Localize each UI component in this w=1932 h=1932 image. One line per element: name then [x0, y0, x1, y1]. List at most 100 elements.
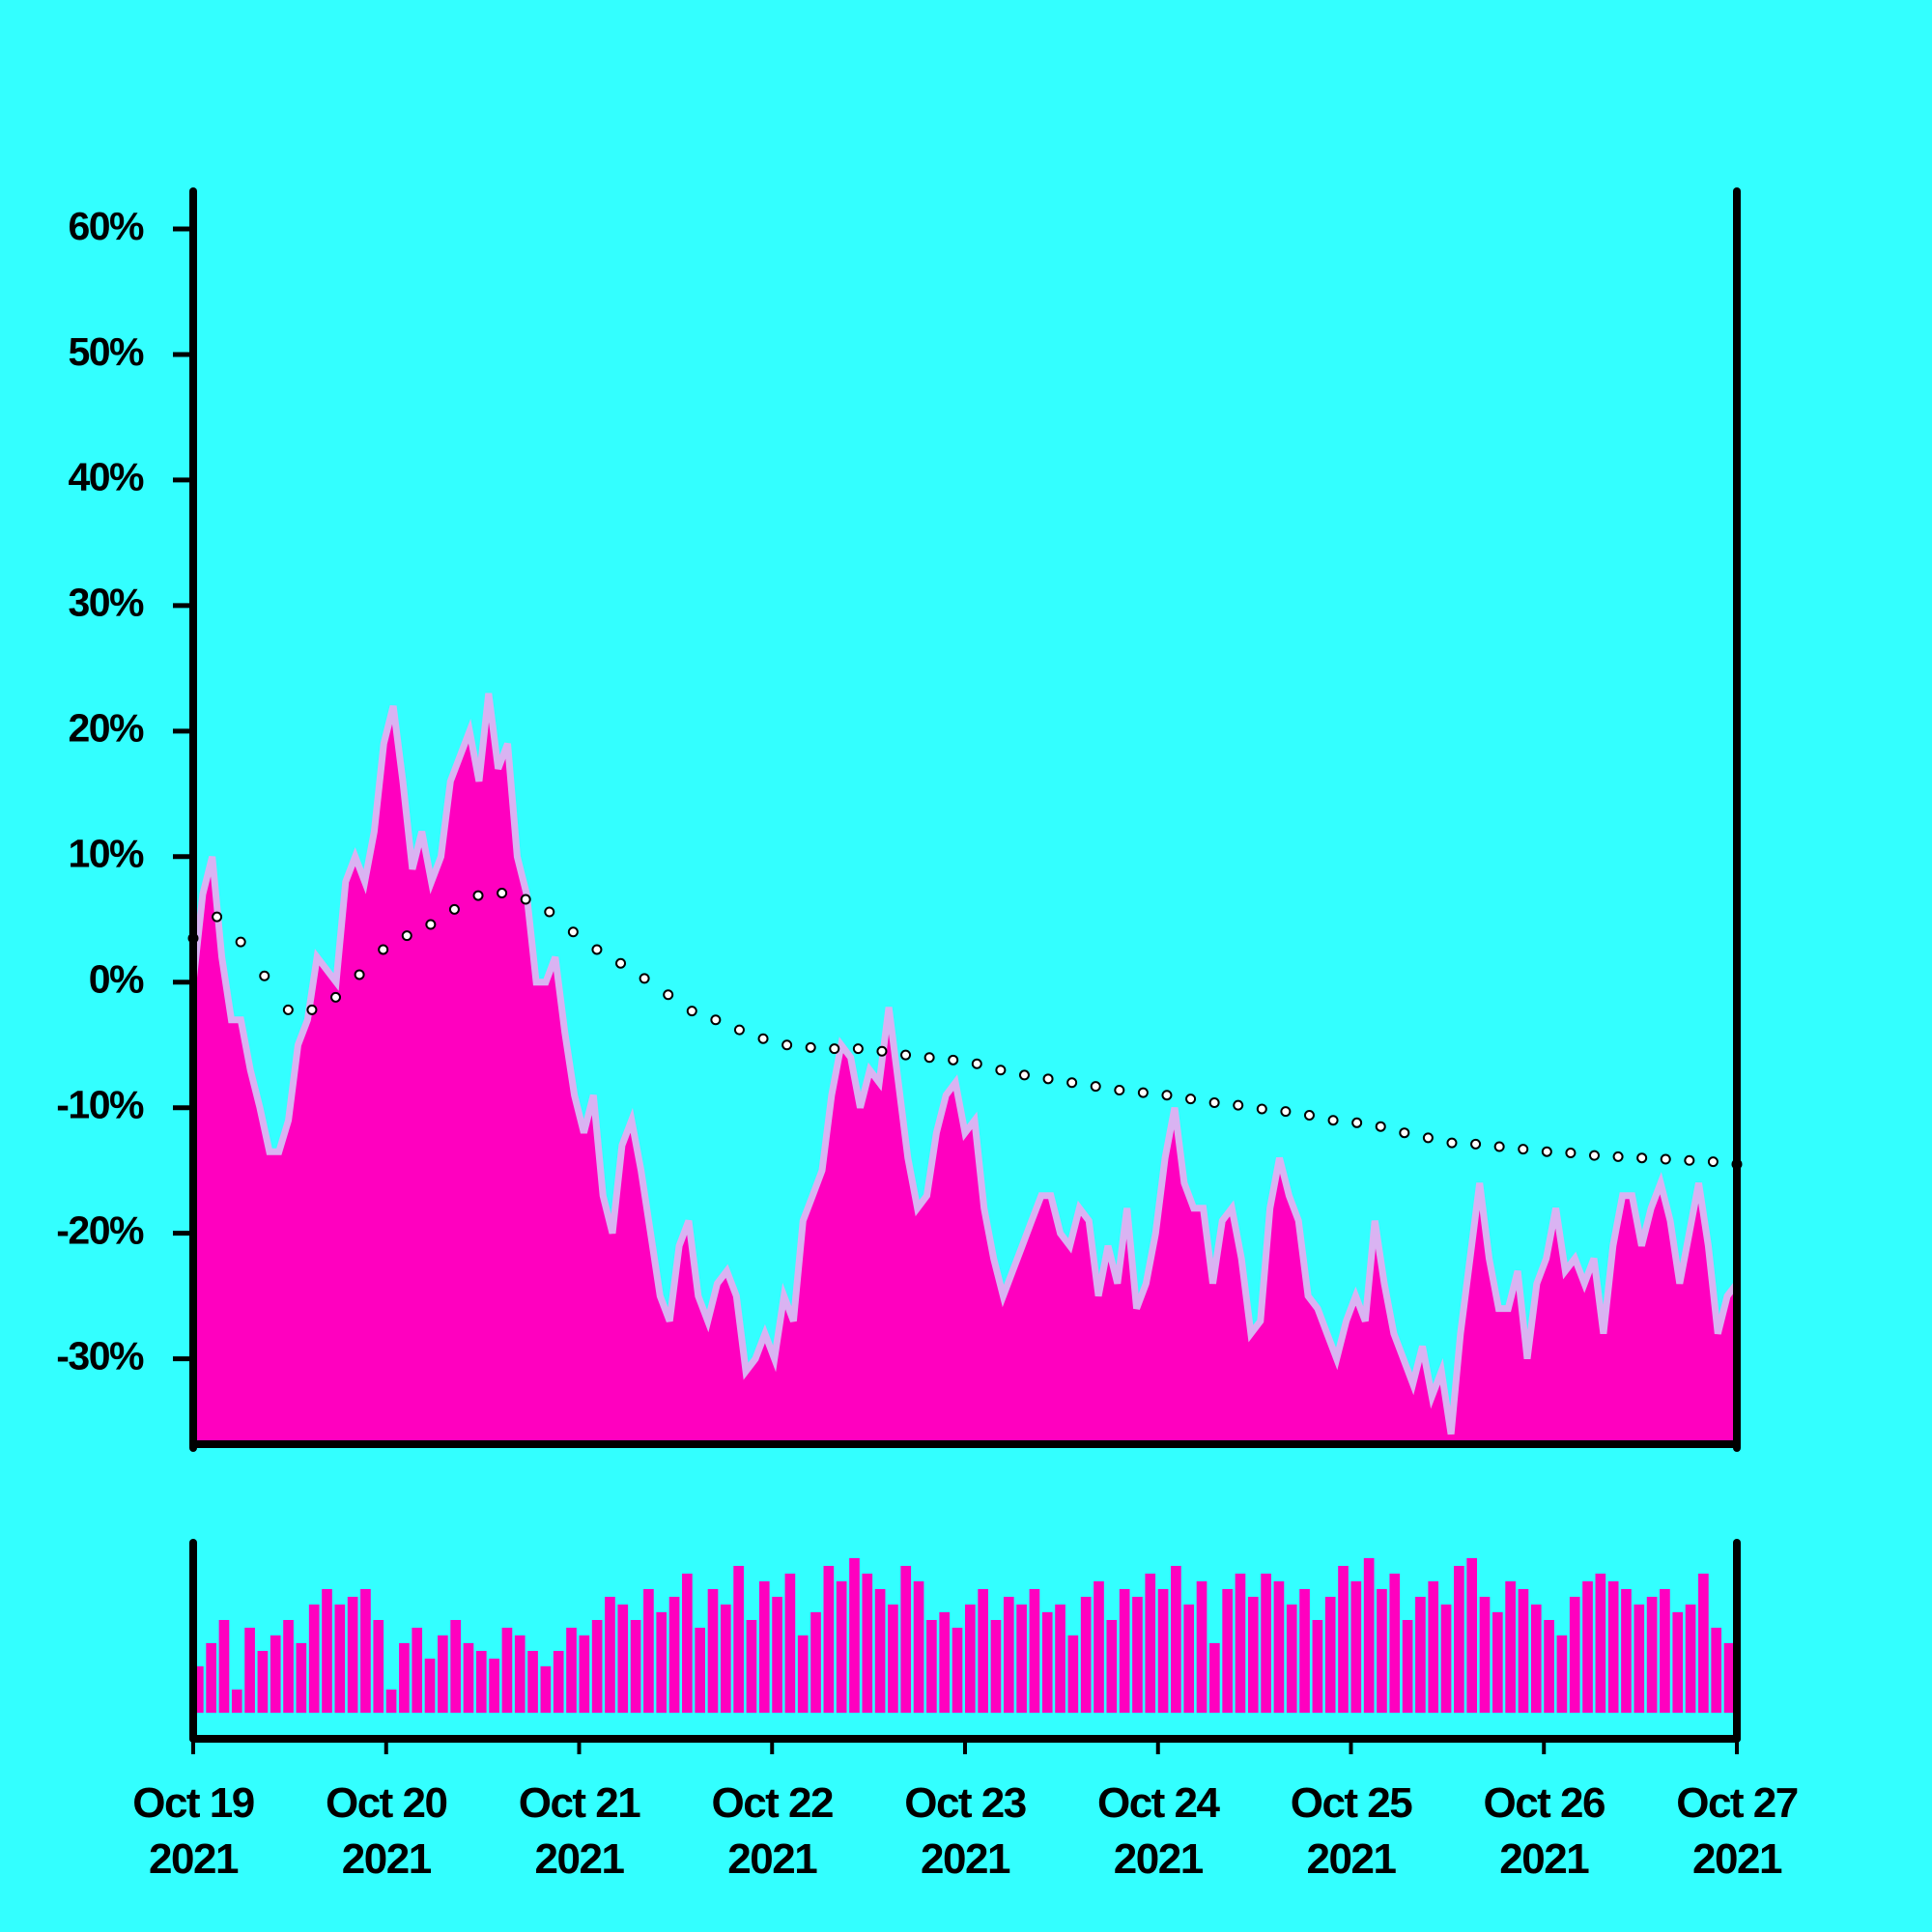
y-tick-label: 20%: [68, 706, 144, 751]
average-dot: [995, 1065, 1007, 1076]
volume-bar: [630, 1620, 641, 1713]
volume-bar: [888, 1605, 898, 1713]
volume-bar: [605, 1597, 615, 1713]
average-dot: [805, 1041, 816, 1053]
average-dot: [567, 926, 579, 938]
average-dot: [1518, 1144, 1529, 1155]
volume-bar: [244, 1628, 255, 1713]
average-dot: [1565, 1147, 1577, 1158]
volume-bar: [823, 1566, 835, 1713]
average-dot: [1541, 1146, 1552, 1157]
average-dot: [900, 1049, 912, 1061]
volume-bar: [1492, 1612, 1503, 1713]
volume-bar: [1595, 1574, 1606, 1713]
volume-bar: [322, 1589, 332, 1713]
average-dot: [401, 930, 412, 942]
volume-bar: [1209, 1643, 1220, 1713]
volume-bar: [514, 1635, 526, 1713]
average-dot: [1588, 1150, 1600, 1161]
average-dot: [259, 970, 270, 981]
volume-bar: [682, 1574, 693, 1713]
average-dot: [663, 989, 674, 1001]
volume-bar: [939, 1612, 951, 1713]
volume-bar: [1505, 1581, 1516, 1713]
average-dot: [1114, 1085, 1125, 1096]
volume-bar: [1235, 1574, 1246, 1713]
average-dot: [306, 1004, 318, 1015]
average-dot: [1066, 1077, 1078, 1089]
volume-bar: [501, 1628, 513, 1713]
y-tick-label: 50%: [68, 329, 144, 374]
y-tick-label: 30%: [68, 581, 144, 625]
y-tick-label: 10%: [68, 832, 144, 876]
volume-bar: [1029, 1589, 1040, 1713]
x-tick-label: Oct 20 2021: [325, 1779, 448, 1883]
volume-bar: [1338, 1566, 1349, 1713]
volume-bar: [695, 1628, 706, 1713]
volume-bar: [965, 1605, 976, 1713]
x-tick-label: Oct 23 2021: [904, 1779, 1027, 1883]
volume-bar: [1454, 1566, 1464, 1713]
volume-bar: [438, 1635, 448, 1713]
volume-bar: [1440, 1605, 1452, 1713]
volume-bar: [1518, 1589, 1529, 1713]
volume-bar: [193, 1666, 204, 1713]
volume-bar: [836, 1581, 847, 1713]
x-tick-label: Oct 25 2021: [1290, 1779, 1413, 1883]
average-dot: [425, 919, 437, 930]
volume-bar: [1067, 1635, 1079, 1713]
average-dot: [354, 969, 365, 980]
volume-bar: [1286, 1605, 1297, 1713]
volume-bar: [579, 1635, 590, 1713]
volume-bar: [231, 1690, 242, 1713]
x-tick-label: Oct 27 2021: [1676, 1779, 1799, 1883]
volume-bar: [1055, 1605, 1065, 1713]
average-dot: [1684, 1154, 1695, 1166]
volume-bar: [424, 1659, 436, 1713]
volume-bar: [283, 1620, 294, 1713]
average-dot: [1185, 1094, 1197, 1105]
volume-bar: [1350, 1581, 1362, 1713]
volume-bar: [797, 1635, 809, 1713]
volume-bar: [1646, 1597, 1658, 1713]
volume-bar: [1157, 1589, 1169, 1713]
volume-bar: [668, 1597, 680, 1713]
volume-bar: [952, 1628, 963, 1713]
volume-bar: [978, 1589, 988, 1713]
x-tick-label: Oct 19 2021: [132, 1779, 255, 1883]
average-dot: [330, 991, 342, 1003]
volume-bar: [1544, 1620, 1554, 1713]
volume-bar: [1415, 1597, 1426, 1713]
volume-bar: [1660, 1589, 1670, 1713]
volume-bar: [643, 1589, 654, 1713]
average-dot: [1707, 1156, 1719, 1168]
average-dot: [282, 1004, 294, 1015]
volume-bar: [733, 1566, 744, 1713]
average-dot: [544, 906, 555, 918]
volume-bar: [1621, 1589, 1632, 1713]
average-dot: [1161, 1090, 1173, 1101]
volume-bar: [1145, 1574, 1156, 1713]
average-dot: [378, 944, 389, 955]
average-dot: [1137, 1087, 1149, 1098]
average-dot: [757, 1033, 769, 1044]
average-dot: [520, 894, 531, 905]
y-tick-label: -30%: [56, 1333, 144, 1378]
average-dot: [971, 1058, 982, 1069]
volume-bar: [1132, 1597, 1143, 1713]
volume-bar: [1016, 1605, 1027, 1713]
volume-bar: [772, 1597, 782, 1713]
volume-bar: [296, 1643, 307, 1713]
volume-bar: [1312, 1620, 1323, 1713]
y-tick-label: -10%: [56, 1083, 144, 1127]
volume-bar: [385, 1690, 397, 1713]
volume-bar: [1196, 1581, 1208, 1713]
volume-bar: [1556, 1635, 1568, 1713]
volume-bar: [1402, 1620, 1413, 1713]
average-dot: [639, 973, 650, 984]
volume-bar: [1711, 1628, 1722, 1713]
volume-bar: [707, 1589, 719, 1713]
average-dot: [472, 890, 484, 901]
